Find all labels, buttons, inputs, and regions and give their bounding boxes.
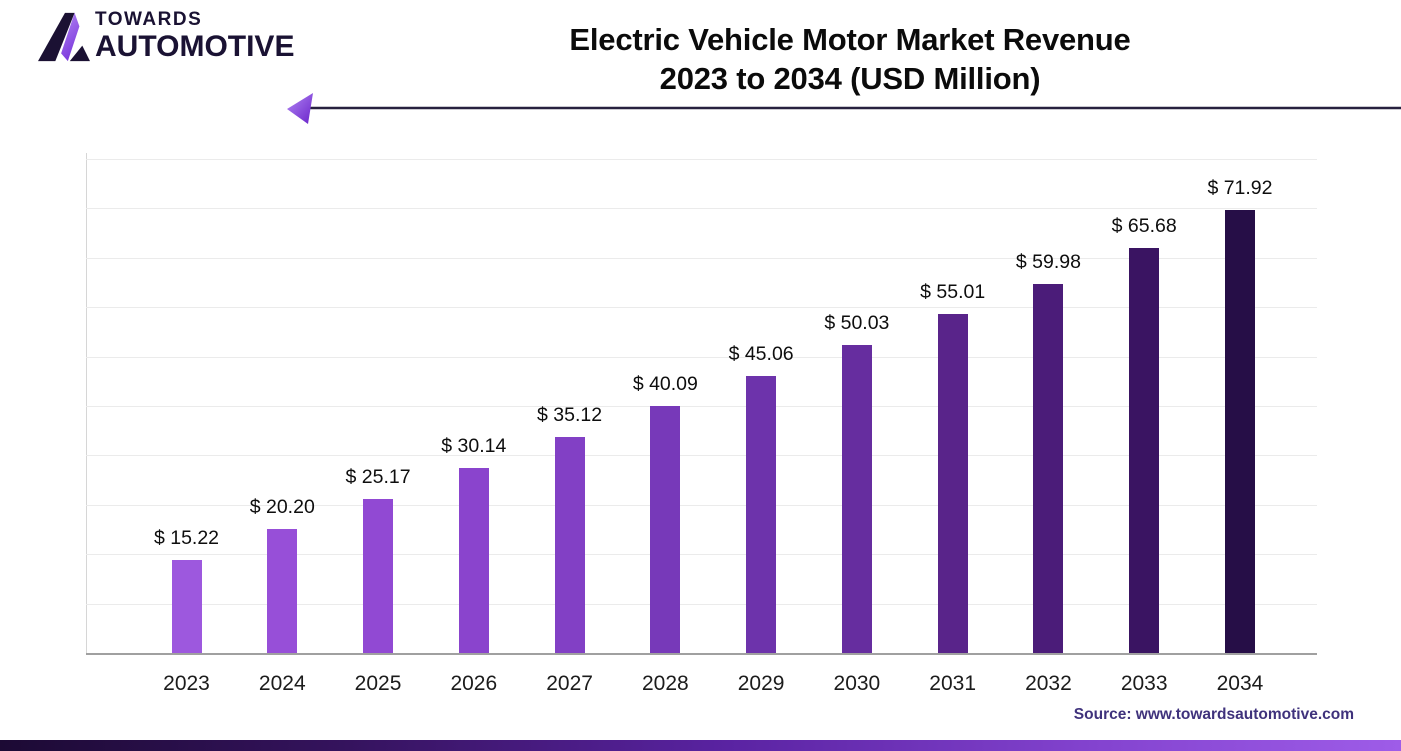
bar-2027 <box>554 437 585 654</box>
bar-value-label-2030: $ 50.03 <box>824 312 890 335</box>
gridline <box>86 356 1317 358</box>
gridline <box>86 504 1317 506</box>
bar-value-label-2023: $ 15.22 <box>153 527 220 550</box>
bar-value-label-2025: $ 25.17 <box>345 465 411 488</box>
gridline <box>86 455 1317 457</box>
x-axis-label-2025: 2025 <box>354 672 402 695</box>
gridline <box>86 554 1317 556</box>
chart-title-line2: 2023 to 2034 (USD Million) <box>659 61 1041 97</box>
bar-value-label-2026: $ 30.14 <box>441 434 507 457</box>
bar-2028 <box>650 406 681 654</box>
gridline <box>86 208 1317 210</box>
x-axis-label-2028: 2028 <box>641 672 689 695</box>
bar-2030 <box>841 345 872 654</box>
bar-value-label-2031: $ 55.01 <box>920 281 986 304</box>
towards-automotive-logo: TOWARDS AUTOMOTIVE <box>38 10 294 62</box>
bar-2025 <box>363 498 394 654</box>
bar-value-label-2033: $ 65.68 <box>1111 215 1177 238</box>
gridline <box>86 307 1317 309</box>
bar-value-label-2027: $ 35.12 <box>537 404 603 427</box>
bar-2034 <box>1224 209 1255 654</box>
chart-title: Electric Vehicle Motor Market Revenue 20… <box>569 20 1130 98</box>
x-axis-label-2030: 2030 <box>833 672 881 695</box>
bar-2032 <box>1033 283 1064 654</box>
gridline <box>86 406 1317 407</box>
logo-text: TOWARDS AUTOMOTIVE <box>95 10 294 62</box>
x-axis-label-2032: 2032 <box>1025 672 1072 695</box>
source-text: Source: www.towardsautomotive.com <box>1073 706 1354 723</box>
bar-value-label-2032: $ 59.98 <box>1015 250 1081 273</box>
chart-title-line1: Electric Vehicle Motor Market Revenue <box>569 22 1131 57</box>
x-axis-label-2024: 2024 <box>258 672 306 695</box>
left-arrow-icon <box>287 93 1401 124</box>
x-axis-label-2026: 2026 <box>450 672 498 695</box>
x-axis-label-2033: 2033 <box>1120 672 1168 695</box>
x-axis-label-2027: 2027 <box>546 672 593 695</box>
bar-2031 <box>937 314 968 654</box>
x-axis-label-2023: 2023 <box>163 672 210 695</box>
bar-value-label-2024: $ 20.20 <box>249 496 315 519</box>
bar-2023 <box>171 560 202 654</box>
bar-2024 <box>267 529 298 654</box>
x-axis-label-2031: 2031 <box>929 672 977 695</box>
bar-2026 <box>458 467 489 654</box>
gridline <box>86 159 1317 160</box>
x-axis-label-2034: 2034 <box>1216 672 1264 695</box>
bar-value-label-2028: $ 40.09 <box>632 373 698 396</box>
logo-a-mark-icon <box>38 12 90 62</box>
logo-line1: TOWARDS <box>95 9 203 30</box>
y-axis-line <box>86 153 87 654</box>
bottom-gradient-bar <box>0 740 1401 751</box>
x-axis-label-2029: 2029 <box>737 672 785 695</box>
bar-2029 <box>746 375 777 654</box>
gridline <box>86 603 1317 605</box>
x-axis-line <box>86 653 1317 655</box>
bar-2033 <box>1129 248 1160 654</box>
bar-value-label-2029: $ 45.06 <box>728 342 794 365</box>
gridline <box>86 257 1317 259</box>
logo-line2: AUTOMOTIVE <box>95 30 295 63</box>
plot-area: $ 15.22 2023 $ 20.20 2024 $ 25.17 2025 $ 30.14… <box>86 153 1317 695</box>
bar-value-label-2034: $ 71.92 <box>1207 176 1273 199</box>
